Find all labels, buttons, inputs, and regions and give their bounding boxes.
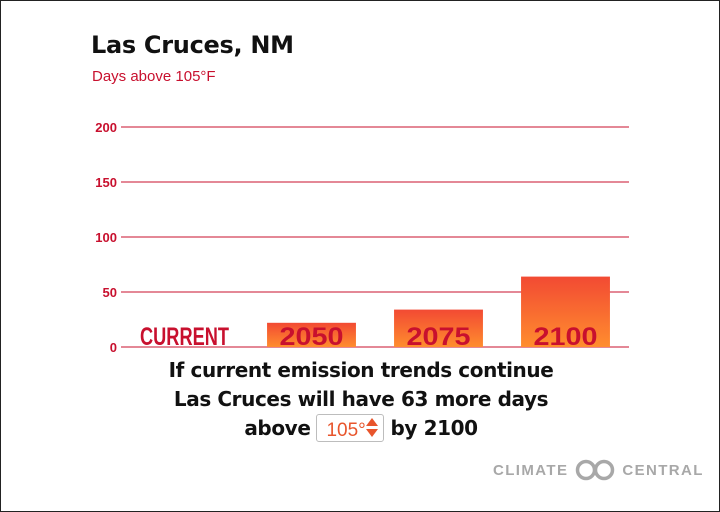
decrease-arrow-icon[interactable]: [366, 428, 379, 437]
bar-2100: [521, 276, 610, 347]
stepper-arrows: [366, 417, 379, 438]
message-above-text: above: [244, 416, 311, 440]
linked-rings-icon: [576, 459, 615, 481]
chart-title: Las Cruces, NM: [91, 31, 294, 59]
brand-left-text: CLIMATE: [493, 461, 569, 479]
bar-chart: 0 50 100 150 200 CURRENT 2050 2075 2100: [95, 120, 629, 355]
increase-arrow-icon[interactable]: [366, 417, 379, 426]
bar-2050: [267, 322, 356, 347]
message-by-text: by 2100: [390, 416, 478, 440]
y-tick-label: 0: [110, 340, 117, 355]
category-label-current: CURRENT: [140, 323, 229, 351]
threshold-stepper[interactable]: 105°: [316, 413, 385, 442]
message-line-1: If current emission trends continue: [131, 355, 591, 385]
message-prefix: Las Cruces will have: [173, 387, 395, 411]
chart-subtitle: Days above 105°F: [92, 68, 216, 85]
y-tick-label: 200: [95, 120, 117, 135]
brand-right-text: CENTRAL: [622, 461, 704, 479]
days-more-value: 63: [400, 387, 429, 411]
category-label-2050: 2050: [280, 323, 344, 351]
category-label-2075: 2075: [407, 323, 471, 351]
message-line-2: Las Cruces will have 63 more days: [131, 384, 591, 414]
y-tick-label: 100: [95, 230, 117, 245]
y-tick-label: 150: [95, 175, 117, 190]
threshold-value: 105°: [326, 419, 366, 441]
message-line-3: above 105° by 2100: [131, 413, 591, 443]
bar-2075: [394, 309, 483, 347]
category-label-2100: 2100: [534, 323, 598, 351]
message-line-1-text: If current emission trends continue: [168, 358, 554, 382]
y-tick-label: 50: [103, 285, 117, 300]
brand-logo: CLIMATE CENTRAL: [493, 459, 704, 481]
message-suffix: more days: [434, 387, 549, 411]
